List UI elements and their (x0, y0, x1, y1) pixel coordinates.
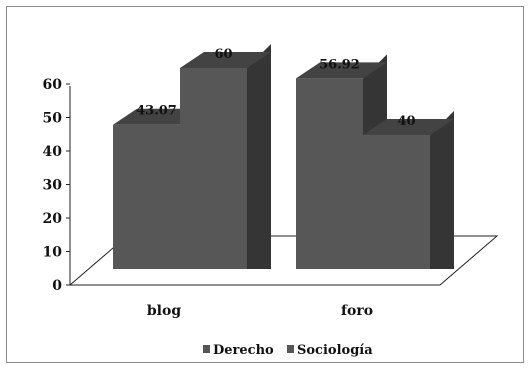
y-tick-label: 60 (43, 77, 63, 93)
data-label: 40 (397, 114, 415, 129)
y-tick-label: 0 (52, 278, 62, 294)
legend-label: Sociología (297, 343, 373, 358)
y-tick-label: 30 (43, 178, 63, 194)
bar (363, 135, 430, 269)
bar-top (180, 52, 271, 68)
x-tick-label: blog (147, 303, 181, 319)
y-tick-label: 50 (43, 111, 63, 127)
x-tick-label: foro (341, 303, 373, 319)
bar (113, 124, 180, 269)
data-label: 56.92 (319, 57, 360, 72)
data-label: 43.07 (136, 104, 177, 119)
y-tick-label: 20 (43, 211, 63, 227)
bar-top (296, 62, 387, 79)
y-tick-label: 40 (43, 144, 63, 160)
bar-top (363, 119, 454, 135)
bar (296, 78, 363, 270)
legend-swatch (287, 345, 294, 353)
legend-swatch (203, 345, 210, 353)
chart-floor (68, 235, 499, 286)
bar-side (247, 44, 271, 269)
data-label: 60 (214, 47, 232, 62)
bar (180, 68, 247, 269)
bar-side (430, 111, 454, 269)
y-tick-label: 10 (43, 245, 63, 261)
legend-label: Derecho (213, 343, 274, 358)
